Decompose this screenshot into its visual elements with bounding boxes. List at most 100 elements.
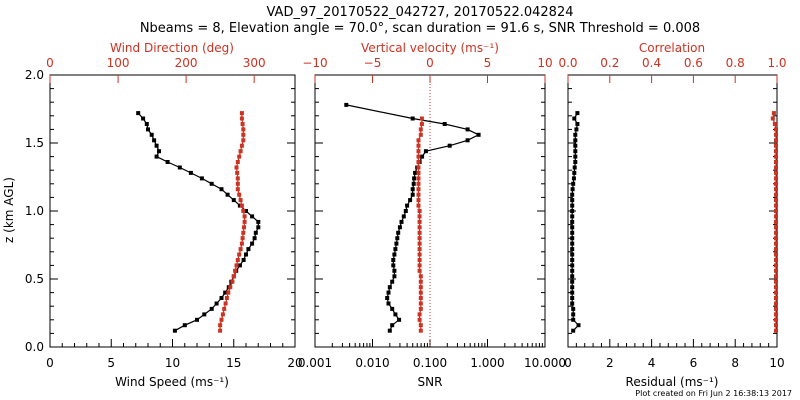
x-tick-label: 15: [226, 356, 241, 370]
red-series-point: [418, 301, 423, 306]
red-series-point: [774, 132, 778, 137]
red-series-point: [774, 301, 778, 306]
red-series-point: [242, 219, 247, 224]
red-series-point: [235, 170, 240, 175]
red-series-point: [774, 127, 778, 132]
red-series-point: [418, 323, 423, 328]
red-series-point: [417, 219, 422, 224]
black-series-point: [154, 143, 159, 148]
red-series-point: [417, 317, 422, 322]
red-series-point: [774, 214, 778, 219]
black-series-point: [570, 258, 575, 262]
x2-tick-label: 5: [484, 56, 492, 70]
black-series-point: [386, 301, 391, 306]
red-series-point: [774, 252, 778, 257]
red-series-point: [241, 127, 246, 132]
red-series-point: [774, 317, 778, 322]
red-series-point: [241, 209, 246, 213]
black-series-point: [256, 225, 261, 230]
x2-tick-label: 0: [426, 56, 434, 70]
black-series-point: [570, 285, 575, 290]
black-series-point: [570, 209, 575, 213]
black-series-point: [385, 296, 390, 300]
black-series-point: [144, 122, 149, 126]
x2-tick-label: 200: [175, 56, 198, 70]
black-series-point: [177, 165, 182, 170]
red-series-point: [239, 143, 244, 148]
black-series-point: [387, 328, 392, 333]
red-series-point: [416, 187, 421, 192]
red-series-point: [228, 285, 233, 290]
red-series-point: [235, 187, 240, 192]
red-series-point: [230, 279, 235, 284]
black-series-point: [570, 241, 575, 246]
red-series-point: [235, 258, 240, 262]
correlation-panel: 0 2 4 6 8 10 0.0 0.2 0.4 0.6 0.8 1.0: [558, 56, 786, 370]
black-series-point: [572, 170, 577, 175]
black-series-point: [403, 209, 408, 213]
red-series-point: [233, 268, 238, 273]
black-series-point: [395, 236, 400, 241]
black-series-point: [152, 138, 157, 143]
red-series-point: [416, 198, 421, 203]
black-series-point: [570, 290, 575, 295]
black-series-point: [172, 328, 177, 333]
red-series-point: [239, 116, 244, 121]
red-series-point: [774, 203, 778, 208]
x-tick-label: 20: [287, 356, 302, 370]
red-series-point: [419, 116, 424, 121]
red-series-point: [226, 290, 231, 295]
black-series-point: [241, 258, 246, 262]
red-series-point: [774, 165, 778, 170]
black-series-point: [219, 187, 224, 192]
red-series-point: [774, 225, 778, 230]
black-series-point: [397, 317, 402, 322]
black-series-point: [393, 247, 398, 252]
black-series-point: [410, 187, 415, 192]
black-series-point: [410, 192, 415, 197]
black-series-point: [571, 181, 576, 186]
black-series-point: [570, 301, 575, 306]
black-series-point: [391, 263, 396, 268]
red-series-point: [774, 230, 778, 235]
red-series-point: [416, 203, 421, 208]
black-series-point: [420, 154, 425, 159]
black-series-point: [570, 252, 575, 257]
black-series-point: [412, 176, 417, 181]
black-series-point: [571, 176, 576, 181]
red-series-point: [241, 138, 246, 143]
red-series-point: [416, 160, 421, 164]
red-series-point: [219, 317, 224, 322]
red-series-point: [238, 149, 243, 154]
red-series-point: [417, 268, 422, 273]
black-series-point: [413, 170, 418, 175]
black-series-point: [246, 247, 251, 252]
red-series-point: [418, 132, 423, 137]
x2-tick-label: 0.0: [558, 56, 577, 70]
wind-x-label: Wind Speed (ms⁻¹): [115, 375, 229, 389]
red-series-point: [774, 209, 778, 213]
correlation-x2-label: Correlation: [639, 41, 705, 55]
black-series-point: [571, 312, 576, 317]
black-series-point: [576, 323, 581, 328]
black-series-point: [396, 230, 401, 235]
black-series-point: [157, 149, 161, 154]
black-series-point: [465, 127, 470, 132]
red-series-point: [238, 198, 243, 203]
red-series-point: [237, 154, 242, 159]
wind-x2-label: Wind Direction (deg): [110, 41, 234, 55]
red-series-point: [235, 176, 240, 181]
black-series-point: [405, 203, 410, 208]
black-series-point: [386, 290, 391, 295]
red-series-point: [774, 176, 778, 181]
black-series-point: [573, 132, 578, 137]
red-series-point: [416, 176, 421, 181]
red-series-point: [774, 198, 778, 203]
red-series-point: [774, 328, 778, 333]
red-series-point: [242, 214, 247, 219]
x-tick-label: 2: [606, 356, 614, 370]
x2-tick-label: 0.4: [642, 56, 661, 70]
red-series-point: [774, 181, 778, 186]
red-series-point: [774, 219, 778, 224]
x-tick-label: 0.001: [298, 356, 332, 370]
